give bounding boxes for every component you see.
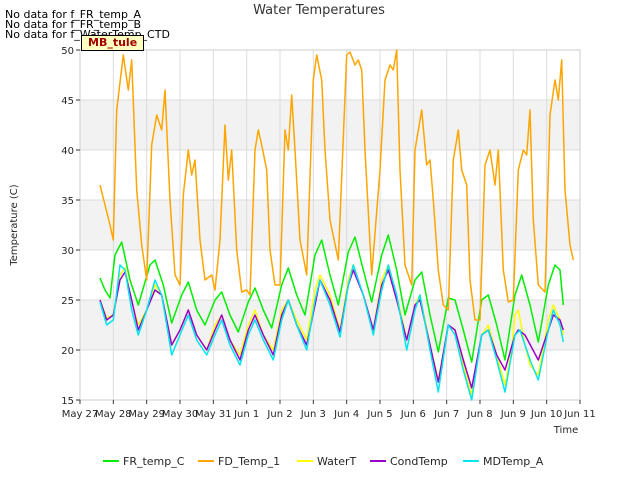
no-data-note-1: No data for f_FR_temp_A (5, 8, 141, 21)
x-tick-label: May 27 (62, 409, 99, 420)
background-bands (80, 100, 580, 350)
background-band (80, 200, 580, 250)
y-tick-label: 15 (61, 396, 74, 407)
x-axis-label: Time (553, 425, 578, 436)
y-tick-label: 50 (61, 46, 74, 57)
x-tick-label: May 29 (128, 409, 165, 420)
series-line-fr-temp-c (99, 234, 565, 363)
y-tick-label: 40 (61, 146, 74, 157)
legend-label: FR_temp_C (123, 455, 185, 468)
x-tick-label: Jun 8 (466, 409, 492, 420)
x-tick-label: Jun 1 (233, 409, 259, 420)
legend-label: CondTemp (390, 455, 448, 468)
legend-label: FD_Temp_1 (218, 455, 280, 468)
x-tick-label: Jun 7 (433, 409, 459, 420)
series-line-mdtemp-a (99, 264, 565, 401)
x-tick-label: Jun 4 (333, 409, 359, 420)
series-line-fd-temp-1 (99, 49, 575, 321)
y-axis-label: Temperature (C) (9, 184, 20, 266)
x-tick-label: May 30 (162, 409, 199, 420)
y-tick-label: 30 (61, 246, 74, 257)
x-tick-label: Jun 9 (500, 409, 526, 420)
legend-label: WaterT (317, 455, 357, 468)
y-axis-ticks: 15 20 25 30 35 40 45 50 (61, 46, 80, 407)
y-tick-label: 45 (61, 96, 74, 107)
station-label: MB_tule (81, 35, 145, 51)
x-tick-label: Jun 2 (266, 409, 292, 420)
x-tick-label: May 31 (195, 409, 232, 420)
x-tick-label: Jun 6 (400, 409, 426, 420)
legend: FR_temp_C FD_Temp_1 WaterT CondTemp MDTemp_A (103, 455, 544, 468)
legend-label: MDTemp_A (483, 455, 544, 468)
x-tick-label: May 28 (95, 409, 132, 420)
x-tick-label: Jun 5 (366, 409, 392, 420)
series-lines (99, 49, 575, 401)
y-tick-label: 25 (61, 296, 74, 307)
chart-title: Water Temperatures (253, 3, 385, 18)
y-tick-label: 35 (61, 196, 74, 207)
y-tick-label: 20 (61, 346, 74, 357)
x-tick-label: Jun 3 (300, 409, 326, 420)
no-data-note-2: No data for f_FR_temp_B (5, 18, 142, 31)
plot-frame (79, 49, 581, 401)
x-tick-label: Jun 11 (563, 409, 596, 420)
x-tick-label: Jun 10 (530, 409, 563, 420)
